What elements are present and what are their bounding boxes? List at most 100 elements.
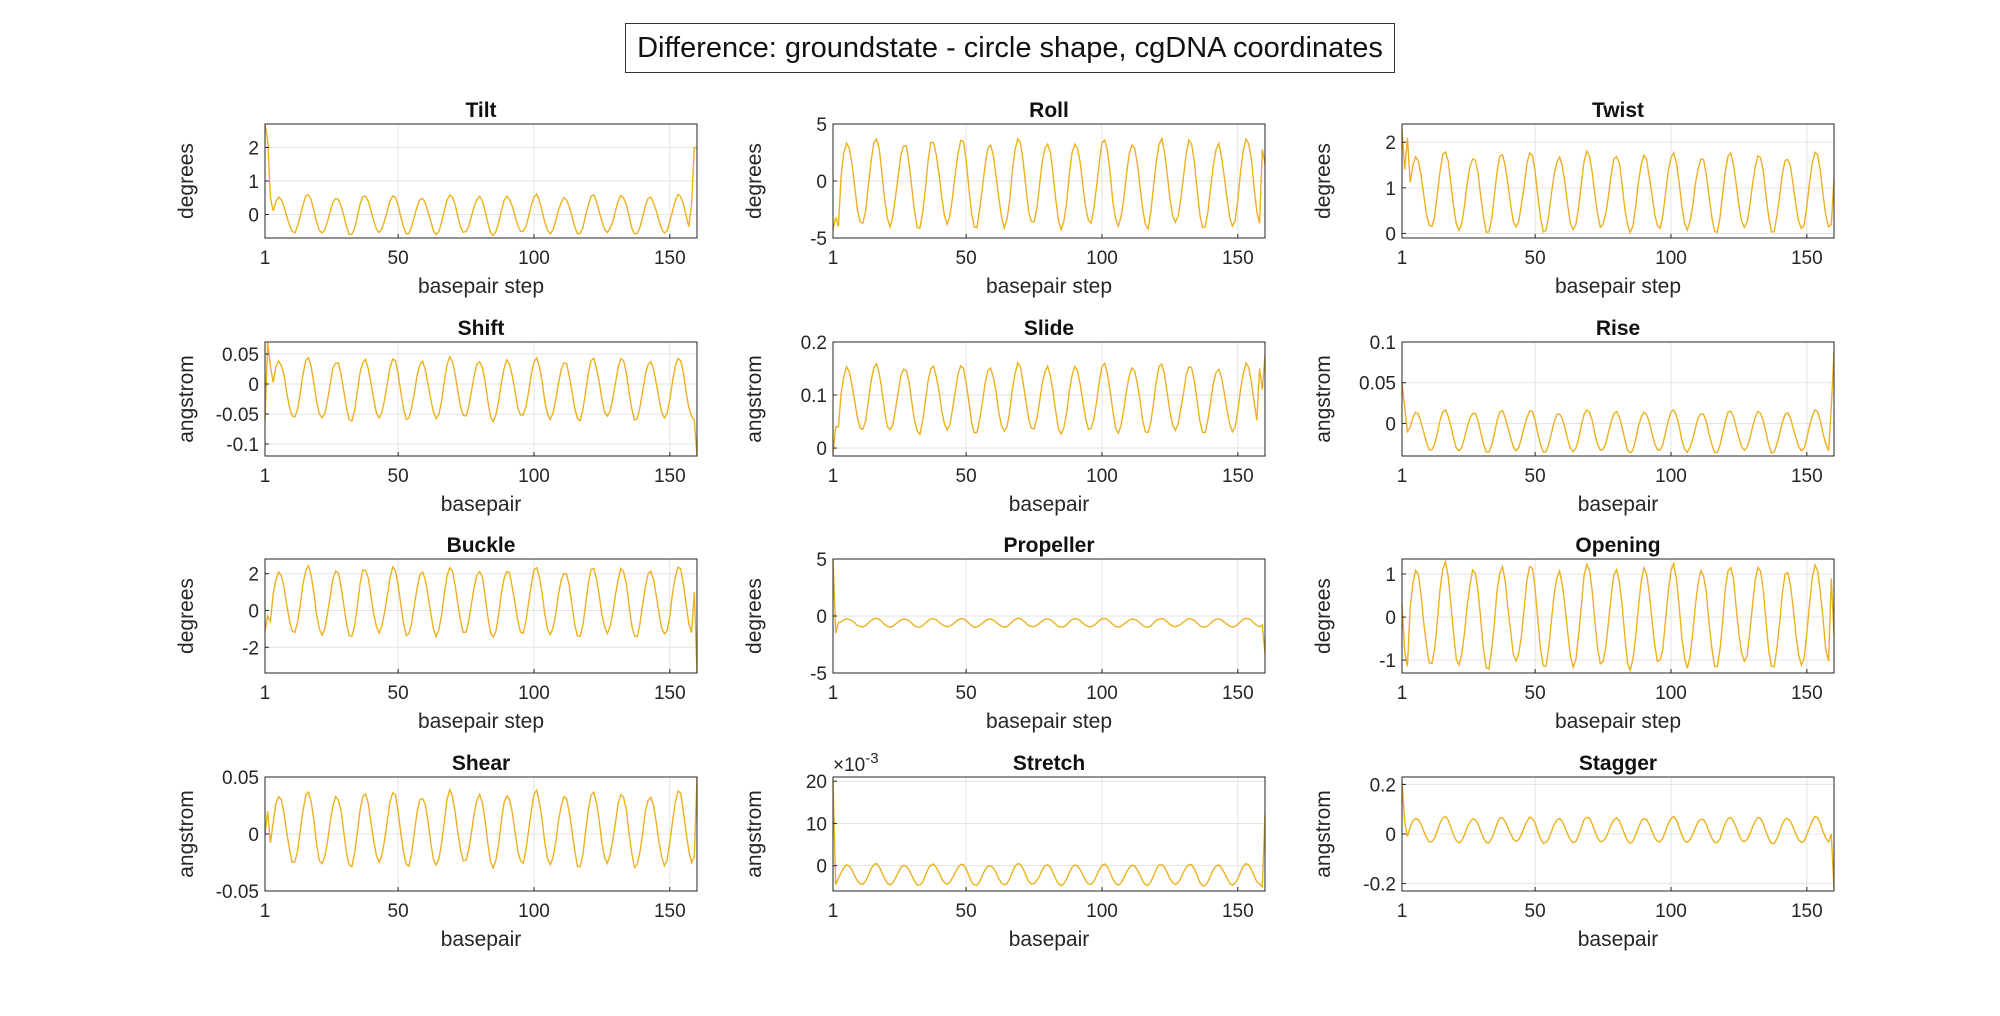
y-tick-label: -5 — [810, 229, 827, 250]
subplot-title: Rise — [1596, 317, 1640, 340]
x-tick-label: 50 — [956, 466, 977, 487]
series-line-stagger — [1401, 781, 1835, 889]
y-tick-label: 10 — [806, 814, 827, 835]
x-axis-label: basepair step — [986, 275, 1112, 298]
subplot-stretch: 1 50 100 15020100Stretchbasepairangstrom×10… — [743, 750, 1266, 951]
subplot-title: Shift — [458, 317, 505, 340]
x-tick-label: 50 — [956, 683, 977, 704]
x-tick-label: 100 — [1086, 248, 1118, 269]
x-tick-label: 100 — [1655, 248, 1687, 269]
y-tick-label: 0.05 — [222, 345, 259, 366]
y-tick-label: 1 — [1385, 565, 1396, 586]
y-tick-label: 0 — [1385, 414, 1396, 435]
y-exponent-label: ×10-3 — [833, 750, 879, 776]
y-tick-label: 0.1 — [1370, 333, 1396, 354]
x-axis-label: basepair — [441, 493, 522, 516]
x-tick-label: 100 — [1655, 901, 1687, 922]
y-tick-label: 0 — [816, 172, 827, 193]
plot-area — [833, 777, 1265, 891]
y-tick-label: 0 — [816, 607, 827, 628]
axes-box — [264, 341, 698, 457]
y-tick-label: -0.05 — [216, 882, 259, 903]
series-line-stretch — [832, 781, 1266, 889]
y-axis-label: degrees — [1312, 578, 1335, 654]
x-tick-label: 100 — [1086, 901, 1118, 922]
y-tick-label: 0.05 — [222, 768, 259, 789]
plot-area — [833, 342, 1265, 456]
y-tick-label: 2 — [248, 565, 259, 586]
y-axis-label: angstrom — [1312, 355, 1335, 443]
x-tick-label: 150 — [654, 248, 686, 269]
x-tick-label: 50 — [1525, 901, 1546, 922]
y-axis-label: degrees — [743, 143, 766, 219]
subplot-shift: 1 50 100 1500.050-0.05-0.1Shiftbasepairangs… — [175, 317, 698, 516]
x-tick-label: 1 — [828, 248, 839, 269]
x-tick-label: 100 — [1655, 466, 1687, 487]
x-axis-label: basepair step — [1555, 710, 1681, 733]
x-axis-label: basepair step — [986, 710, 1112, 733]
x-tick-label: 150 — [1222, 683, 1254, 704]
y-tick-label: 0.2 — [801, 333, 827, 354]
series-line-twist — [1401, 128, 1835, 235]
x-tick-label: 100 — [518, 901, 550, 922]
x-tick-label: 1 — [1397, 248, 1408, 269]
y-tick-label: -1 — [1379, 651, 1396, 672]
plot-area — [1402, 342, 1834, 456]
y-tick-label: 0 — [248, 825, 259, 846]
x-tick-label: 1 — [1397, 466, 1408, 487]
series-line-opening — [1401, 559, 1835, 673]
subplot-title: Tilt — [465, 99, 496, 122]
x-axis-label: basepair — [441, 928, 522, 951]
subplot-title: Shear — [452, 752, 510, 775]
x-tick-label: 1 — [828, 901, 839, 922]
y-tick-label: 1 — [248, 172, 259, 193]
x-axis-label: basepair — [1578, 493, 1659, 516]
y-tick-label: 0 — [248, 375, 259, 396]
x-tick-label: 100 — [1086, 683, 1118, 704]
axes-box — [832, 776, 1266, 892]
x-axis-label: basepair — [1009, 493, 1090, 516]
x-tick-label: 150 — [654, 901, 686, 922]
y-axis-label: degrees — [1312, 143, 1335, 219]
x-tick-label: 150 — [1222, 248, 1254, 269]
axes-box — [264, 558, 698, 674]
y-tick-label: 0 — [1385, 825, 1396, 846]
y-axis-label: angstrom — [743, 790, 766, 878]
subplot-title: Twist — [1592, 99, 1644, 122]
x-tick-label: 100 — [518, 248, 550, 269]
y-tick-label: 5 — [816, 115, 827, 136]
axes-box — [1401, 341, 1835, 457]
x-axis-label: basepair step — [418, 275, 544, 298]
y-tick-label: -0.2 — [1363, 875, 1396, 896]
x-axis-label: basepair — [1009, 928, 1090, 951]
y-axis-label: angstrom — [743, 355, 766, 443]
y-tick-label: -0.05 — [216, 405, 259, 426]
plot-area — [265, 342, 697, 456]
subplot-title: Propeller — [1003, 534, 1094, 557]
x-axis-label: basepair step — [418, 710, 544, 733]
x-tick-label: 100 — [1655, 683, 1687, 704]
y-tick-label: 0 — [248, 206, 259, 227]
x-tick-label: 150 — [1222, 466, 1254, 487]
subplot-title: Buckle — [447, 534, 516, 557]
y-axis-label: degrees — [175, 578, 198, 654]
plot-area — [1402, 124, 1834, 238]
y-tick-label: 5 — [816, 550, 827, 571]
x-tick-label: 1 — [260, 901, 271, 922]
x-tick-label: 1 — [260, 683, 271, 704]
x-tick-label: 100 — [1086, 466, 1118, 487]
x-tick-label: 50 — [388, 466, 409, 487]
series-line-buckle — [264, 563, 698, 674]
y-tick-label: 0 — [1385, 224, 1396, 245]
